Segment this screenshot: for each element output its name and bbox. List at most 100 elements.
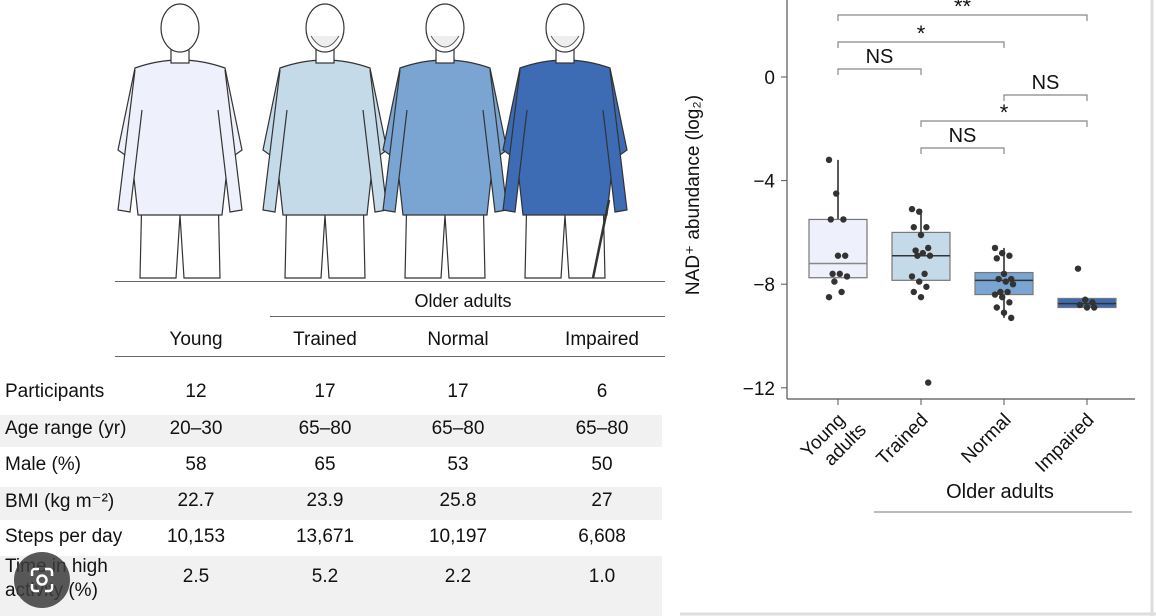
data-point xyxy=(910,288,917,296)
left-arm xyxy=(382,69,408,213)
significance-bracket xyxy=(837,41,1005,48)
table-cell: 17 xyxy=(314,381,336,402)
data-point xyxy=(1008,275,1015,283)
data-point xyxy=(831,278,838,285)
col-header-young: Young xyxy=(169,329,223,350)
data-point xyxy=(1008,314,1015,322)
google-lens-button[interactable] xyxy=(14,552,70,608)
data-point xyxy=(1006,252,1013,259)
data-point xyxy=(1091,304,1098,311)
table-cell: 2.5 xyxy=(182,566,210,587)
significance-label: NS xyxy=(949,125,977,147)
nad-boxplot: 0 −4 −8 −12 NAD⁺ abundance (log₂) Youngadults… xyxy=(680,0,1156,616)
right-arm xyxy=(602,69,628,213)
data-point xyxy=(833,190,840,197)
data-point xyxy=(917,231,925,239)
data-point xyxy=(993,304,1000,311)
data-point xyxy=(912,247,919,254)
row-band xyxy=(0,487,662,520)
figure-impaired xyxy=(502,3,628,279)
table-cell: 13,671 xyxy=(295,526,355,547)
data-point xyxy=(914,252,921,259)
data-point xyxy=(1076,301,1084,309)
significance-label: * xyxy=(917,21,926,46)
significance-bracket xyxy=(1003,94,1088,101)
shirt xyxy=(117,59,243,216)
row-label: Male (%) xyxy=(5,454,82,475)
table-cell: 17 xyxy=(447,381,469,402)
data-point xyxy=(829,270,836,278)
data-point xyxy=(1083,304,1091,311)
data-point xyxy=(1006,299,1013,306)
significance-bracket xyxy=(837,14,1088,21)
data-point xyxy=(908,273,916,280)
data-point xyxy=(1000,270,1008,278)
table-cell: 12 xyxy=(185,381,207,402)
significance-label: * xyxy=(1000,100,1009,125)
table-cell: 6,608 xyxy=(578,526,626,547)
significance-label: NS xyxy=(1032,72,1060,94)
data-point xyxy=(991,291,999,298)
beard xyxy=(310,35,340,48)
data-point xyxy=(921,270,928,278)
data-point xyxy=(1089,299,1096,306)
y-tick-label: −8 xyxy=(753,275,775,296)
data-point xyxy=(919,249,926,257)
figure-trained xyxy=(262,3,388,279)
y-axis-label: NAD⁺ abundance (log₂) xyxy=(683,95,704,295)
row-label: BMI (kg m⁻²) xyxy=(5,491,115,512)
col-header-trained: Trained xyxy=(293,329,357,350)
data-point xyxy=(916,208,923,215)
table-cell: 6 xyxy=(596,381,608,402)
data-point xyxy=(1082,296,1089,303)
data-point xyxy=(925,379,932,386)
figure-young xyxy=(117,3,243,279)
data-point xyxy=(993,255,1000,262)
beard xyxy=(430,35,460,48)
shirt xyxy=(502,59,628,216)
shirt xyxy=(382,59,508,216)
significance-label: ** xyxy=(954,0,972,19)
data-point xyxy=(827,216,834,223)
data-point xyxy=(991,244,999,252)
row-label: Participants xyxy=(5,381,105,402)
table-cell: 10,197 xyxy=(428,526,488,547)
table-cell: 1.0 xyxy=(588,566,616,587)
data-point xyxy=(1074,265,1082,272)
data-point xyxy=(825,293,833,301)
table-cell: 53 xyxy=(447,454,469,475)
table-cell: 58 xyxy=(185,454,207,475)
table-cell: 2.2 xyxy=(444,566,472,587)
data-point xyxy=(923,283,930,290)
data-point xyxy=(1009,281,1017,288)
data-point xyxy=(925,244,932,252)
data-point xyxy=(838,288,845,296)
y-tick-label: −4 xyxy=(753,172,775,193)
x-tick-label-line: Normal xyxy=(957,410,1015,468)
data-point xyxy=(1004,288,1011,296)
older-adults-header: Older adults xyxy=(414,291,512,311)
table-cell: 25.8 xyxy=(439,490,477,511)
right-arm xyxy=(217,69,243,213)
right-arm xyxy=(482,69,508,213)
x-tick-label-line: Impaired xyxy=(1031,410,1098,477)
significance-label: NS xyxy=(866,46,894,68)
y-tick-label: −12 xyxy=(743,379,775,400)
table-top-rule xyxy=(115,281,665,282)
shirt xyxy=(262,59,388,216)
significance-bracket xyxy=(837,68,922,75)
table-cell: 65–80 xyxy=(575,418,629,439)
head xyxy=(160,3,200,53)
cane xyxy=(591,199,611,279)
participants-illustration xyxy=(117,3,628,279)
older-adults-group-label: Older adults xyxy=(946,481,1054,503)
data-point xyxy=(843,273,851,280)
row-label: Steps per day xyxy=(5,526,123,547)
data-point xyxy=(999,293,1006,301)
table-cell: 27 xyxy=(591,490,613,511)
figure-normal xyxy=(382,3,508,279)
table-cell: 22.7 xyxy=(177,490,215,511)
col-header-normal: Normal xyxy=(427,329,489,350)
table-cell: 23.9 xyxy=(306,490,344,511)
x-tick-label: Normal xyxy=(957,410,1015,468)
